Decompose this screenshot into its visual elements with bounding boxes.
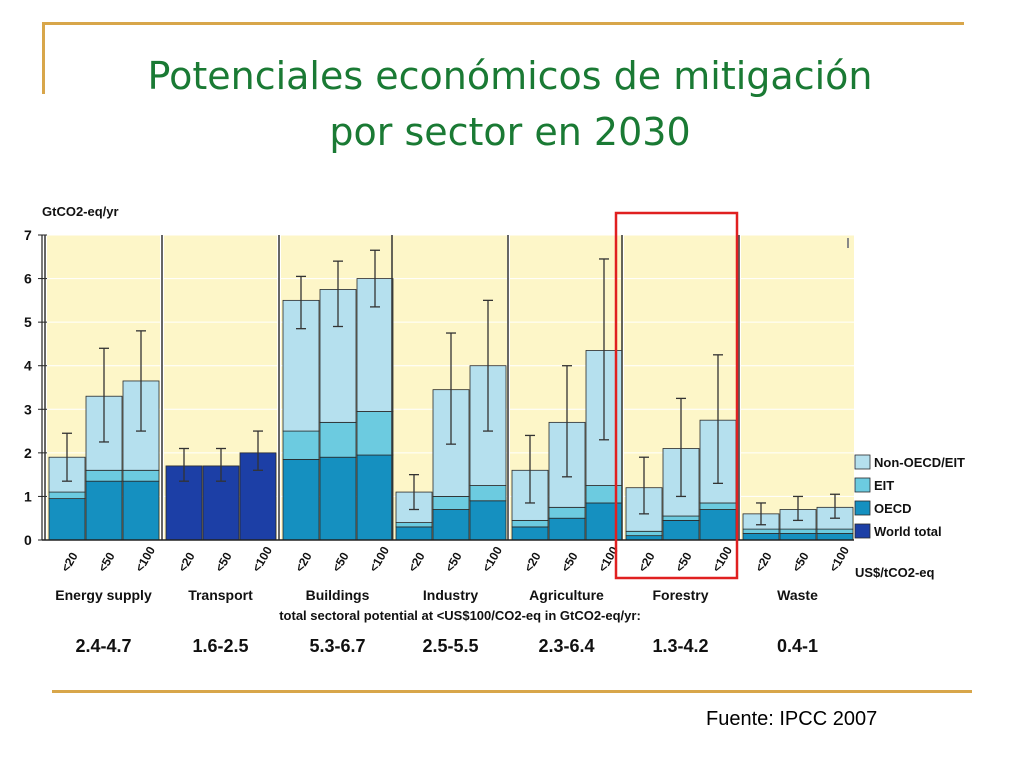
bar-segment-oecd xyxy=(122,480,160,541)
y-tick-label: 2 xyxy=(24,445,32,461)
sector-total-label: 1.3-4.2 xyxy=(652,636,708,656)
sector-label: Forestry xyxy=(652,587,708,603)
slide-title-line2: por sector en 2030 xyxy=(329,110,691,154)
bar-segment-oecd xyxy=(469,500,507,541)
bar-segment-eit xyxy=(469,485,507,502)
bar-segment-eit xyxy=(625,530,663,537)
bar-segment-eit xyxy=(742,528,780,534)
price-tick-label: <50 xyxy=(672,550,694,575)
price-tick-label: <100 xyxy=(366,544,392,575)
sector-label: Buildings xyxy=(306,587,370,603)
bar-segment-oecd xyxy=(356,454,394,541)
bar-segment-oecd xyxy=(85,480,123,541)
bar-segment-eit xyxy=(662,515,700,521)
y-tick-label: 4 xyxy=(24,358,32,374)
bar-segment-eit xyxy=(548,506,586,519)
price-tick-label: <50 xyxy=(329,550,351,575)
source-note: Fuente: IPCC 2007 xyxy=(706,708,878,730)
bar-segment-eit xyxy=(319,421,357,458)
legend-label: OECD xyxy=(874,501,912,516)
legend-label: EIT xyxy=(874,478,894,493)
price-tick-label: <100 xyxy=(709,544,735,575)
price-tick-label: <100 xyxy=(249,544,275,575)
bar-segment-oecd xyxy=(432,509,470,541)
legend-label: World total xyxy=(874,524,942,539)
bar-segment-oecd xyxy=(816,533,854,541)
price-tick-label: <20 xyxy=(175,550,197,575)
y-tick-label: 3 xyxy=(24,401,32,417)
y-tick-label: 1 xyxy=(24,488,32,504)
bar-segment-eit xyxy=(779,528,817,534)
price-tick-label: <100 xyxy=(595,544,621,575)
forestry-highlight-box xyxy=(614,211,739,580)
sector-total-label: 5.3-6.7 xyxy=(309,636,365,656)
bar-segment-oecd xyxy=(282,458,320,541)
price-tick-label: <20 xyxy=(521,550,543,575)
sector-label: Agriculture xyxy=(529,587,604,603)
price-tick-label: <20 xyxy=(292,550,314,575)
y-tick-label: 0 xyxy=(24,532,32,548)
bar-segment-eit xyxy=(282,430,320,460)
sector-total-label: 2.4-4.7 xyxy=(75,636,131,656)
sector-total-label: 1.6-2.5 xyxy=(192,636,248,656)
price-tick-label: <20 xyxy=(58,550,80,575)
price-tick-label: <50 xyxy=(212,550,234,575)
bar-segment-eit xyxy=(85,469,123,482)
slide-title: Potenciales económicos de mitigación por… xyxy=(60,48,960,160)
price-tick-label: <20 xyxy=(405,550,427,575)
legend-swatch xyxy=(854,500,871,516)
sector-label: Energy supply xyxy=(55,587,152,603)
bar-segment-eit xyxy=(122,469,160,482)
bar-segment-eit xyxy=(511,519,549,528)
price-tick-label: <100 xyxy=(826,544,852,575)
sector-total-label: 2.3-6.4 xyxy=(538,636,594,656)
bar-segment-eit xyxy=(48,491,86,500)
legend-swatch xyxy=(854,454,871,470)
legend-label: Non-OECD/EIT xyxy=(874,455,965,470)
sector-panel-bg xyxy=(741,235,854,540)
sector-label: Transport xyxy=(188,587,253,603)
bar-segment-oecd xyxy=(742,533,780,541)
bar-segment-oecd xyxy=(511,526,549,541)
y-tick-label: 5 xyxy=(24,314,32,330)
bar-segment-oecd xyxy=(548,517,586,541)
bar-segment-eit xyxy=(395,522,433,528)
bar-segment-oecd xyxy=(779,533,817,541)
sector-total-label: 2.5-5.5 xyxy=(422,636,478,656)
bar-segment-oecd xyxy=(319,456,357,541)
price-tick-label: <50 xyxy=(558,550,580,575)
legend-swatch xyxy=(854,477,871,493)
sector-label: Industry xyxy=(423,587,478,603)
bar-segment-oecd xyxy=(395,526,433,541)
bar-segment-oecd xyxy=(48,498,86,541)
price-tick-label: <50 xyxy=(95,550,117,575)
slide-frame-top xyxy=(42,22,964,25)
sector-total-label: 0.4-1 xyxy=(777,636,818,656)
slide-frame-left xyxy=(42,22,45,94)
price-tick-label: <100 xyxy=(479,544,505,575)
total-caption: total sectoral potential at <US$100/CO2-… xyxy=(279,608,641,623)
bar-segment-eit xyxy=(432,496,470,510)
bar-segment-oecd xyxy=(662,519,700,541)
slide-title-line1: Potenciales económicos de mitigación xyxy=(147,54,873,98)
legend-swatch xyxy=(854,523,871,539)
price-unit-label: US$/tCO2-eq xyxy=(855,565,935,580)
price-tick-label: <100 xyxy=(132,544,158,575)
bar-segment-eit xyxy=(816,528,854,534)
price-tick-label: <20 xyxy=(752,550,774,575)
sector-label: Waste xyxy=(777,587,818,603)
price-tick-label: <50 xyxy=(789,550,811,575)
slide-frame-bottom xyxy=(52,690,972,693)
price-tick-label: <50 xyxy=(442,550,464,575)
bar-segment-oecd xyxy=(699,509,737,541)
y-tick-label: 6 xyxy=(24,271,32,287)
y-tick-label: 7 xyxy=(24,227,32,243)
bar-segment-eit xyxy=(356,411,394,456)
price-tick-label: <20 xyxy=(635,550,657,575)
bar-segment-eit xyxy=(699,502,737,510)
y-axis-label: GtCO2-eq/yr xyxy=(42,204,119,219)
